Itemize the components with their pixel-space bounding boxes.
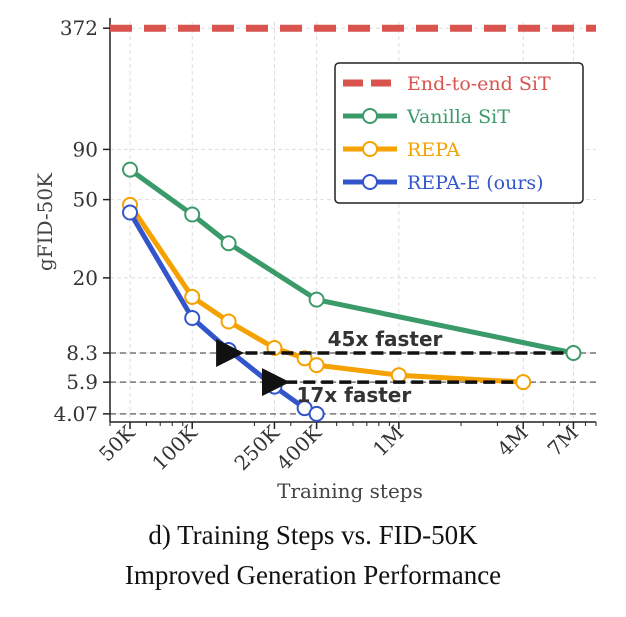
data-point <box>266 378 283 395</box>
speedup-label: 17x faster <box>296 383 411 407</box>
data-point <box>184 288 201 305</box>
x-tick-label: 4M <box>492 421 532 461</box>
figure-caption-subtitle: Improved Generation Performance <box>124 560 502 590</box>
series-vanilla-sit <box>122 161 582 361</box>
x-axis-title: Training steps <box>277 479 423 503</box>
y-tick-label: 372 <box>60 16 98 40</box>
y-tick-label: 20 <box>73 266 98 290</box>
series-repa <box>122 196 532 391</box>
legend-entry: End-to-end SiT <box>343 73 551 95</box>
x-tick-label: 250K <box>229 420 284 475</box>
data-point <box>220 341 237 358</box>
legend: End-to-end SiT Vanilla SiT REPA REPA-E (our… <box>334 62 584 204</box>
data-point <box>122 161 139 178</box>
y-axis-title: gFID-50K <box>33 172 57 271</box>
x-tick-label: 1M <box>368 421 408 461</box>
legend-box <box>334 62 584 204</box>
x-tick-label: 7M <box>543 421 583 461</box>
data-point <box>515 374 532 391</box>
legend-entry: REPA <box>343 139 460 161</box>
data-point <box>184 206 201 223</box>
data-point <box>122 204 139 221</box>
legend-marker <box>362 108 378 124</box>
data-point <box>565 344 582 361</box>
data-point <box>220 235 237 252</box>
y-tick-label: 50 <box>73 188 98 212</box>
y-tick-label: 90 <box>73 137 98 161</box>
data-point <box>390 367 407 384</box>
data-point <box>220 313 237 330</box>
legend-label: Vanilla SiT <box>406 106 510 128</box>
data-point <box>184 310 201 327</box>
x-tick-label: 50K <box>94 420 140 466</box>
y-tick-label: 8.3 <box>66 341 98 365</box>
annotations: 45x faster 17x faster <box>216 327 564 407</box>
legend-label: REPA <box>407 139 460 161</box>
legend-label: End-to-end SiT <box>407 73 551 95</box>
legend-marker <box>362 141 378 157</box>
data-point <box>308 291 325 308</box>
y-tick-label: 5.9 <box>66 370 98 394</box>
legend-label: REPA-E (ours) <box>407 172 544 194</box>
speedup-label: 45x faster <box>328 327 443 351</box>
x-tick-label: 400K <box>272 420 327 475</box>
y-tick-label: 4.07 <box>53 402 98 426</box>
legend-entry: Vanilla SiT <box>343 106 510 128</box>
x-tick-label: 100K <box>147 420 202 475</box>
data-point <box>308 357 325 374</box>
legend-marker <box>362 174 378 190</box>
figure-caption-title: d) Training Steps vs. FID-50K <box>148 520 478 550</box>
data-point <box>308 405 325 422</box>
legend-entry: REPA-E (ours) <box>343 172 544 194</box>
